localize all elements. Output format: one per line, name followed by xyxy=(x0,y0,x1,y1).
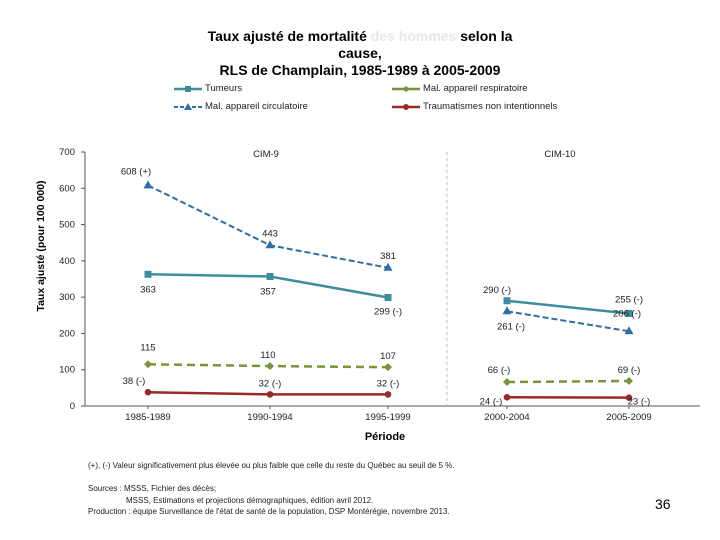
data-label-traumatismes: 24 (-) xyxy=(480,396,503,407)
legend-tumeurs-label: Tumeurs xyxy=(205,83,243,94)
legend-tumeurs: Tumeurs xyxy=(174,83,242,94)
legend-traumatismes-marker xyxy=(392,103,420,110)
chart-title: Taux ajusté de mortalité des hommes selo… xyxy=(150,28,570,79)
data-label-traumatismes: 32 (-) xyxy=(377,378,400,389)
series-line-circulatoire xyxy=(147,184,389,269)
series-line-circulatoire xyxy=(506,310,630,333)
legend-traumatismes: Traumatismes non intentionnels xyxy=(392,101,557,112)
point-tumeurs xyxy=(144,270,152,278)
data-label-traumatismes: 32 (-) xyxy=(259,378,282,389)
point-respiratoire xyxy=(503,378,511,387)
point-tumeurs xyxy=(266,272,274,280)
point-traumatismes xyxy=(266,391,274,398)
data-label-respiratoire: 110 xyxy=(260,350,275,361)
significance-note: (+), (-) Valeur significativement plus é… xyxy=(88,461,455,470)
title-part-1: Taux ajusté de mortalité xyxy=(207,28,371,44)
y-tick-label: 200 xyxy=(59,328,75,339)
data-label-circulatoire: 206 (-) xyxy=(613,308,641,319)
period-label-cim9: CIM-9 xyxy=(253,149,279,160)
point-circulatoire xyxy=(143,180,153,189)
data-label-respiratoire: 69 (-) xyxy=(618,365,641,376)
x-tick-label: 1985-1989 xyxy=(125,412,170,423)
point-circulatoire xyxy=(502,306,512,315)
point-circulatoire xyxy=(624,326,634,335)
y-tick-label: 600 xyxy=(59,183,75,194)
data-label-circulatoire: 261 (-) xyxy=(497,321,525,332)
data-label-traumatismes: 23 (-) xyxy=(628,397,651,408)
x-tick-label: 1995-1999 xyxy=(365,412,410,423)
y-tick-label: 100 xyxy=(59,365,75,376)
legend-traumatismes-label: Traumatismes non intentionnels xyxy=(423,101,558,112)
title-faded-part: des hommes xyxy=(370,28,457,44)
data-label-tumeurs: 290 (-) xyxy=(483,285,511,296)
legend-circulatoire: Mal. appareil circulatoire xyxy=(174,101,308,112)
title-part-2: selon la xyxy=(456,28,513,44)
point-traumatismes xyxy=(625,394,633,401)
sources-line-1: Sources : MSSS, Fichier des décès; xyxy=(88,484,217,493)
y-tick-label: 400 xyxy=(59,256,75,267)
point-respiratoire xyxy=(384,363,392,372)
sources-line-2: MSSS, Estimations et projections démogra… xyxy=(126,495,374,505)
legend-circulatoire-marker xyxy=(174,102,202,110)
data-label-circulatoire: 381 xyxy=(380,251,396,262)
legend-tumeurs-marker xyxy=(174,85,202,92)
legend-respiratoire-label: Mal. appareil respiratoire xyxy=(423,83,528,94)
data-label-respiratoire: 66 (-) xyxy=(488,365,511,376)
legend-respiratoire-marker xyxy=(392,85,420,92)
data-label-circulatoire: 443 xyxy=(262,228,278,239)
point-traumatismes xyxy=(144,388,152,396)
point-traumatismes xyxy=(503,393,511,401)
data-label-traumatismes: 38 (-) xyxy=(123,376,146,387)
sources-block: Sources : MSSS, Fichier des décès; MSSS,… xyxy=(88,483,450,518)
data-label-tumeurs: 255 (-) xyxy=(615,294,643,305)
point-circulatoire xyxy=(265,240,275,249)
point-respiratoire xyxy=(625,376,633,385)
legend-circulatoire-label: Mal. appareil circulatoire xyxy=(205,101,308,112)
legend-respiratoire: Mal. appareil respiratoire xyxy=(392,83,528,94)
point-tumeurs xyxy=(384,294,392,302)
x-tick-label: 2000-2004 xyxy=(484,412,529,423)
data-label-tumeurs: 299 (-) xyxy=(374,307,402,318)
page-number: 36 xyxy=(655,496,671,512)
period-label-cim10: CIM-10 xyxy=(544,149,575,160)
x-tick-label: 2005-2009 xyxy=(606,412,651,423)
title-line-3: RLS de Champlain, 1985-1989 à 2005-2009 xyxy=(219,62,501,78)
series-line-tumeurs xyxy=(506,299,630,315)
point-respiratoire xyxy=(266,362,274,371)
data-label-tumeurs: 363 xyxy=(140,284,156,295)
point-tumeurs xyxy=(503,297,511,305)
series-line-respiratoire xyxy=(506,379,630,384)
point-respiratoire xyxy=(144,360,152,369)
x-tick-label: 1990-1994 xyxy=(247,412,292,423)
data-label-circulatoire: 608 (+) xyxy=(121,166,151,177)
data-label-respiratoire: 107 xyxy=(380,351,396,362)
sources-line-3: Production : équipe Surveillance de l'ét… xyxy=(88,507,450,516)
y-tick-label: 0 xyxy=(70,401,75,412)
data-label-respiratoire: 115 xyxy=(140,342,155,353)
point-tumeurs xyxy=(625,309,633,317)
point-circulatoire xyxy=(383,262,393,271)
data-label-tumeurs: 357 xyxy=(260,286,276,297)
y-tick-label: 300 xyxy=(59,292,75,303)
point-traumatismes xyxy=(384,391,392,398)
x-axis-label: Période xyxy=(364,431,406,443)
title-line-2: cause, xyxy=(338,45,382,61)
y-tick-label: 500 xyxy=(59,220,75,231)
y-tick-label: 700 xyxy=(59,147,75,158)
